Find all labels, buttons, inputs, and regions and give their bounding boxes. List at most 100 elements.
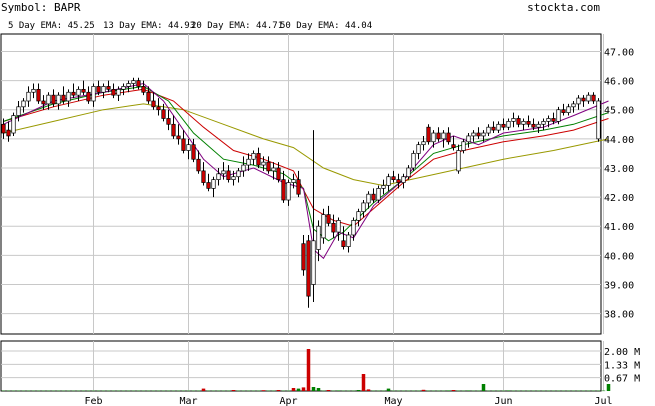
volume-bar: [166, 390, 171, 392]
symbol-label: Symbol: BAPR: [1, 1, 81, 14]
price-tick-label: 41.00: [604, 222, 634, 233]
volume-bar: [176, 390, 181, 392]
volume-bar: [91, 390, 96, 392]
month-label: Mar: [179, 396, 197, 406]
candle-body-up: [556, 109, 561, 122]
volume-bar: [56, 390, 61, 392]
candle-body-up: [541, 121, 546, 125]
candle: [16, 100, 21, 122]
volume-bar: [276, 390, 281, 391]
candle-body-up: [101, 86, 106, 93]
candle: [356, 208, 361, 227]
candle: [316, 220, 321, 262]
candle-body-up: [456, 150, 461, 172]
volume-bar: [446, 390, 451, 391]
candle-body-down: [166, 118, 171, 125]
volume-bar: [131, 390, 136, 392]
candle: [136, 77, 141, 90]
candle-body-up: [386, 176, 391, 186]
volume-bar: [321, 390, 326, 392]
candle: [171, 115, 176, 139]
volume-bar: [551, 390, 556, 392]
candle-body-up: [421, 141, 426, 146]
candle: [166, 109, 171, 131]
candle-body-down: [306, 240, 311, 297]
volume-bar: [161, 390, 166, 392]
candle: [71, 83, 76, 99]
candle: [286, 179, 291, 206]
price-tick-label: 45.00: [604, 106, 634, 117]
month-label: Jun: [494, 396, 512, 406]
candle-body-down: [446, 132, 451, 143]
month-label: Jul: [594, 396, 612, 406]
candle: [281, 170, 286, 203]
candle: [91, 83, 96, 107]
volume-bar: [326, 390, 331, 391]
candle-body-up: [221, 170, 226, 175]
price-panel-frame: [0, 33, 602, 335]
candle: [341, 226, 346, 250]
candle-body-up: [586, 94, 591, 102]
candle-body-up: [411, 153, 416, 169]
candle-body-up: [481, 132, 486, 137]
candle-body-up: [116, 88, 121, 96]
candle: [491, 121, 496, 134]
volume-bar: [306, 349, 311, 391]
candle: [486, 124, 491, 136]
volume-bar: [481, 384, 486, 391]
candle-body-down: [81, 88, 86, 93]
candle: [301, 234, 306, 276]
month-label: Feb: [84, 396, 102, 406]
volume-bar: [111, 390, 116, 392]
candle: [36, 83, 41, 104]
candle-body-down: [51, 94, 56, 105]
brand-label: stockta.com: [527, 1, 600, 14]
candle-body-down: [276, 167, 281, 180]
volume-bar: [576, 390, 581, 392]
volume-bar: [266, 390, 271, 392]
candle: [116, 86, 121, 101]
candle-body-up: [486, 126, 491, 134]
candle-body-up: [566, 106, 571, 113]
volume-bar: [516, 390, 521, 392]
candle: [111, 83, 116, 99]
candle: [236, 167, 241, 183]
candle-body-up: [311, 240, 316, 285]
volume-bar: [1, 390, 6, 392]
candle: [251, 150, 256, 166]
candle-body-up: [316, 225, 321, 250]
volume-bar: [186, 390, 191, 392]
candle-body-up: [466, 135, 471, 143]
volume-bar: [331, 390, 336, 392]
candle-body-down: [301, 243, 306, 271]
candle-body-up: [66, 91, 71, 102]
candle: [381, 179, 386, 195]
candle: [451, 135, 456, 151]
candle-body-down: [196, 158, 201, 172]
candle: [231, 170, 236, 186]
volume-bar: [466, 390, 471, 391]
volume-bar: [571, 390, 576, 392]
legend-ema13: 13 Day EMA: 44.93: [103, 21, 195, 31]
volume-bar: [46, 390, 51, 392]
volume-bar: [121, 390, 126, 392]
price-tick-label: 40.00: [604, 251, 634, 262]
candle: [416, 141, 421, 160]
candle-body-down: [206, 182, 211, 189]
candle-body-up: [401, 176, 406, 183]
candle-body-down: [296, 179, 301, 195]
candle-body-down: [281, 179, 286, 201]
candle: [186, 138, 191, 160]
candle: [481, 130, 486, 142]
candle: [391, 170, 396, 183]
price-tick-label: 44.00: [604, 135, 634, 146]
volume-bar: [181, 390, 186, 392]
volume-bar: [316, 388, 321, 391]
volume-bar: [491, 390, 496, 392]
candle-body-up: [91, 86, 96, 102]
volume-bar: [6, 390, 11, 392]
candle-body-up: [31, 88, 36, 93]
candle-body-up: [406, 167, 411, 178]
volume-bar: [361, 374, 366, 391]
volume-bar: [151, 390, 156, 392]
